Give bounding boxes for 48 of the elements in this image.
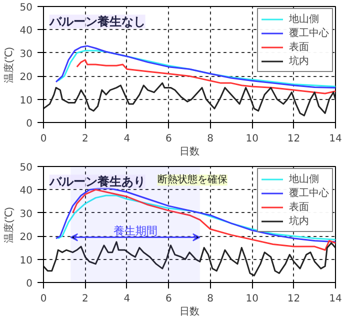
x-axis-title: 日数 <box>180 306 200 318</box>
y-tick-label: 30 <box>20 48 33 60</box>
x-tick-label: 10 <box>246 294 258 304</box>
y-tick-label: 0 <box>26 278 33 290</box>
x-tick-label: 12 <box>287 294 300 304</box>
annotation: 断熱状態を確保 <box>157 174 228 186</box>
x-tick-label: 0 <box>40 134 47 144</box>
x-tick-label: 2 <box>82 134 88 144</box>
legend-label: 坑内 <box>289 214 309 228</box>
x-tick-label: 6 <box>165 134 172 144</box>
text: バルーン養生なし <box>48 14 146 29</box>
x-axis-title: 日数 <box>180 146 200 158</box>
y-tick-label: 30 <box>20 208 33 220</box>
x-tick-label: 4 <box>124 294 130 304</box>
y-tick-label: 20 <box>20 232 33 244</box>
y-tick-label: 40 <box>20 26 33 37</box>
y-axis-title: 温度(℃) <box>2 47 15 83</box>
y-tick-label: 40 <box>20 186 33 197</box>
text: バルーン養生あり <box>48 174 146 189</box>
y-tick-label: 10 <box>20 255 33 266</box>
x-tick-label: 10 <box>246 134 258 144</box>
y-tick-label: 10 <box>20 95 33 106</box>
line-series <box>44 241 336 276</box>
y-tick-label: 50 <box>20 2 33 14</box>
x-tick-label: 8 <box>207 294 214 304</box>
legend-label: 覆工中心 <box>289 26 329 40</box>
x-tick-label: 14 <box>329 134 342 144</box>
legend-label: 表面 <box>289 200 309 214</box>
line-series <box>55 188 336 243</box>
legend-label: 地山側 <box>289 172 319 186</box>
legend-label: 地山側 <box>289 12 319 26</box>
y-tick-label: 0 <box>26 118 33 130</box>
x-tick-label: 14 <box>329 294 342 304</box>
x-tick-label: 2 <box>82 294 88 304</box>
band-label: 養生期間 <box>113 224 158 238</box>
line-series <box>44 82 336 116</box>
y-axis-title: 温度(℃) <box>2 207 15 243</box>
x-tick-label: 6 <box>165 294 172 304</box>
line-series <box>72 188 336 251</box>
y-tick-label: 50 <box>20 162 33 174</box>
legend-label: 覆工中心 <box>289 186 329 200</box>
x-tick-label: 4 <box>124 134 130 144</box>
x-tick-label: 12 <box>287 134 300 144</box>
x-tick-label: 0 <box>40 294 47 304</box>
legend-label: 表面 <box>289 40 309 54</box>
y-tick-label: 20 <box>20 72 33 84</box>
legend-label: 坑内 <box>289 54 309 68</box>
x-tick-label: 8 <box>207 134 214 144</box>
